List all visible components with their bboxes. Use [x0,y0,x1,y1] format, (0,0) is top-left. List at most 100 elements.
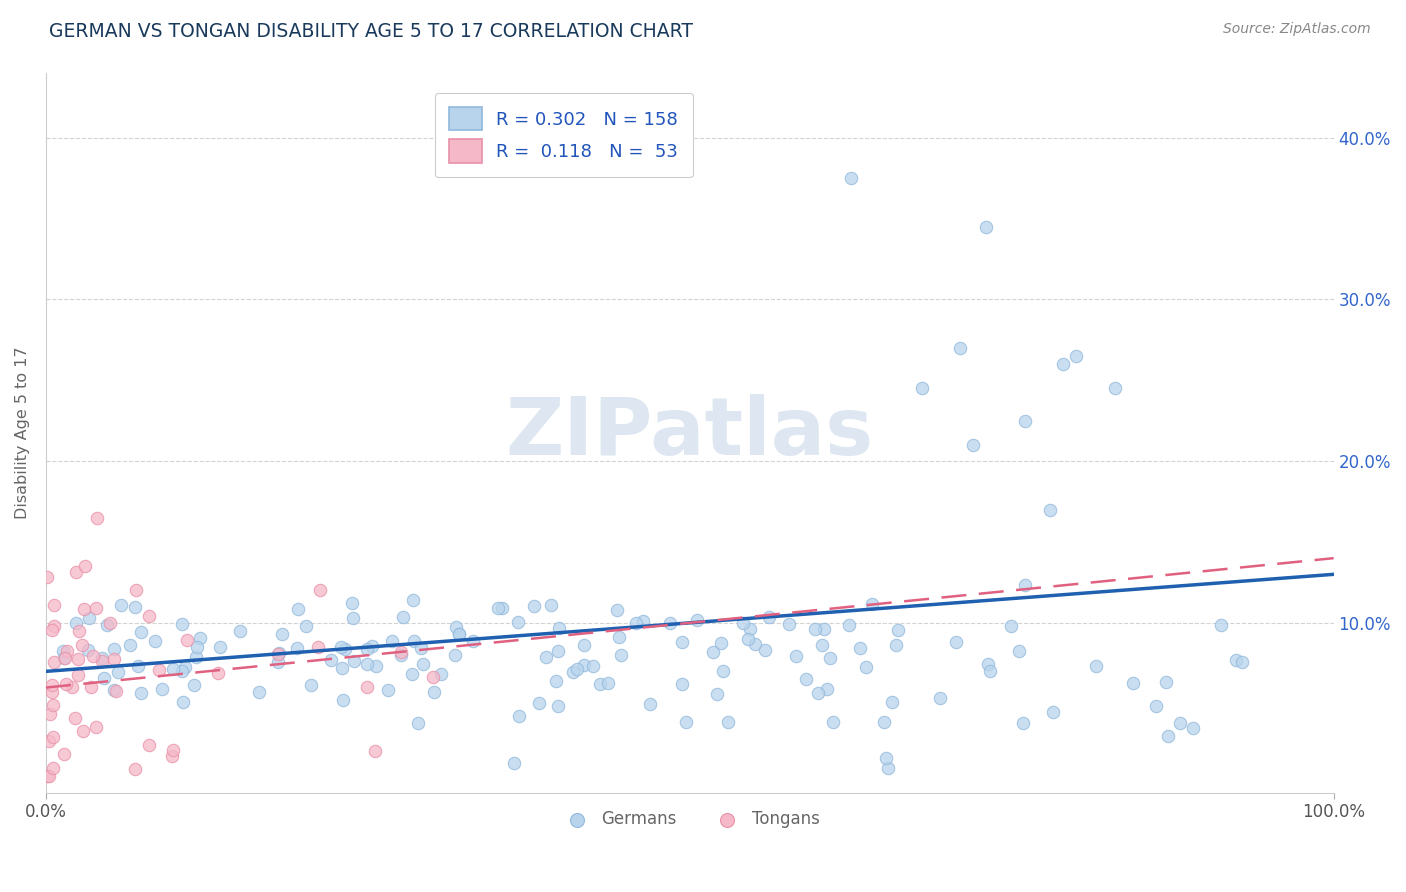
Point [319,653,342,667]
Point [60,680,83,694]
Point [582,659,605,673]
Point [52,644,75,658]
Point [162,662,184,676]
Point [534,649,557,664]
Point [72,724,94,739]
Point [247,685,270,699]
Point [565,662,588,676]
Point [631,614,654,628]
Point [1008,644,1031,658]
Point [1014,577,1036,591]
Point [267,655,290,669]
Point [1014,414,1036,428]
Point [98,615,121,630]
Point [67,624,90,639]
Point [1157,730,1180,744]
Point [73,559,96,574]
Point [561,665,583,680]
Point [41,761,63,775]
Point [444,648,467,662]
Point [1144,699,1167,714]
Point [685,613,707,627]
Point [738,622,761,636]
Point [804,623,827,637]
Point [160,748,183,763]
Point [391,610,413,624]
Point [172,665,194,679]
Point [838,617,860,632]
Point [882,695,904,709]
Point [929,691,952,706]
Point [806,686,828,700]
Point [55,677,77,691]
Point [754,643,776,657]
Point [974,219,997,234]
Point [624,615,647,630]
Point [794,672,817,686]
Point [84,601,107,615]
Point [1122,676,1144,690]
Point [67,651,90,665]
Point [138,738,160,752]
Point [148,663,170,677]
Point [886,638,908,652]
Point [607,630,630,644]
Point [186,649,208,664]
Point [598,676,620,690]
Point [377,683,399,698]
Point [523,599,546,614]
Point [758,610,780,624]
Point [186,640,208,655]
Text: ZIPatlas: ZIPatlas [506,393,875,472]
Point [44,619,66,633]
Point [1209,618,1232,632]
Point [267,647,290,661]
Point [343,655,366,669]
Point [41,730,63,744]
Point [446,620,468,634]
Point [65,616,87,631]
Point [675,714,697,729]
Point [860,597,883,611]
Point [162,743,184,757]
Point [107,665,129,679]
Point [1042,705,1064,719]
Point [308,583,330,598]
Point [269,646,291,660]
Point [1225,653,1247,667]
Point [875,751,897,765]
Point [103,641,125,656]
Point [67,667,90,681]
Point [848,640,870,655]
Point [1052,357,1074,371]
Point [91,654,114,668]
Point [170,617,193,632]
Point [1168,715,1191,730]
Point [150,681,173,696]
Point [103,683,125,698]
Point [785,648,807,663]
Point [124,600,146,615]
Point [412,657,434,671]
Point [356,641,378,656]
Point [855,660,877,674]
Point [429,667,451,681]
Point [340,595,363,609]
Point [447,626,470,640]
Point [1181,721,1204,735]
Point [1000,618,1022,632]
Point [671,635,693,649]
Point [711,664,734,678]
Point [876,761,898,775]
Point [52,651,75,665]
Point [356,657,378,671]
Point [38,734,60,748]
Point [38,706,60,721]
Point [945,635,967,649]
Point [910,381,932,395]
Point [364,744,387,758]
Point [44,598,66,612]
Point [887,624,910,638]
Point [110,598,132,612]
Point [733,615,755,630]
